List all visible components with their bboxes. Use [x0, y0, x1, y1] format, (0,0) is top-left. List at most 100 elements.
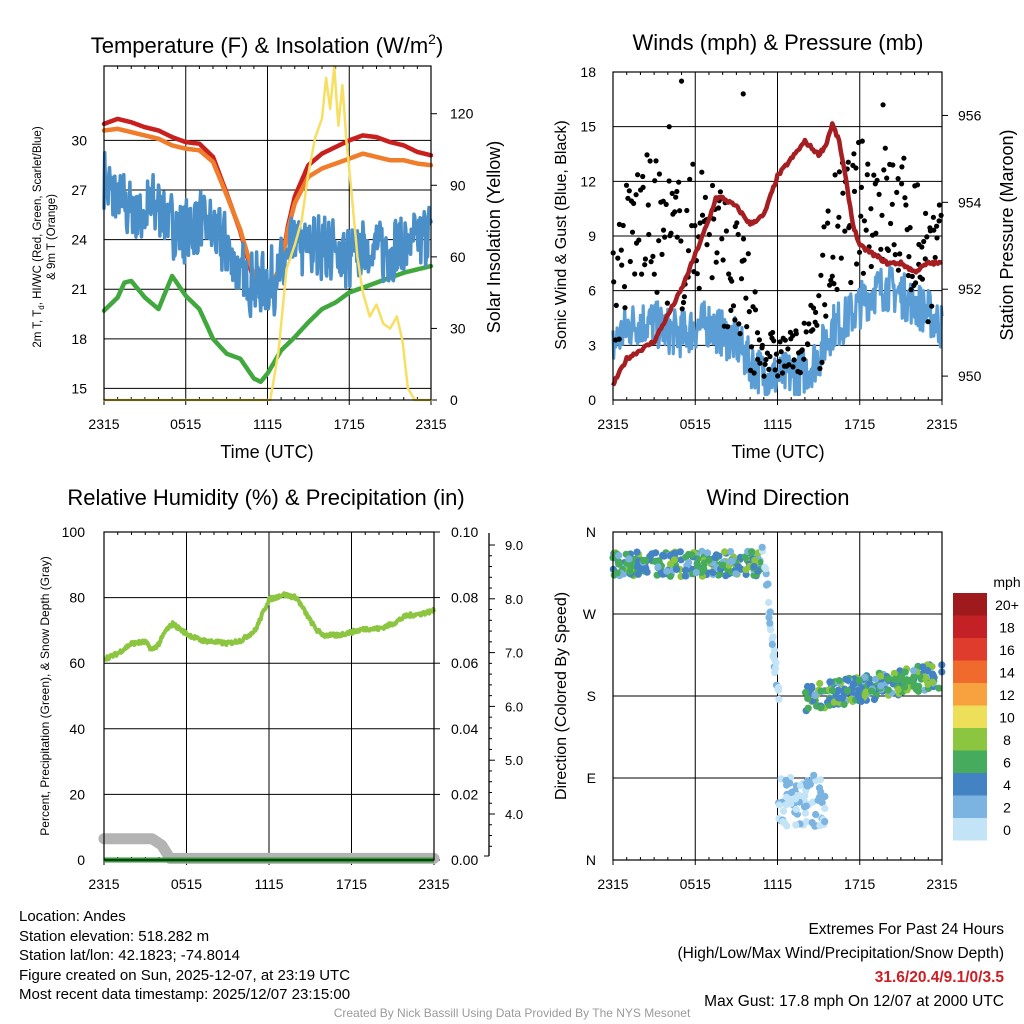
legend-label: 14 — [999, 665, 1015, 681]
direction-point — [693, 561, 702, 569]
direction-point — [857, 697, 865, 705]
winds-gust-point — [840, 190, 846, 196]
direction-point — [817, 687, 825, 695]
direction-point — [884, 675, 892, 683]
winds-gust-point — [838, 255, 844, 261]
winds-gust-point — [738, 276, 745, 282]
winds-gust-point — [832, 172, 838, 178]
winds-gust-point — [690, 161, 696, 167]
legend-swatch — [953, 728, 987, 751]
winds-title: Winds (mph) & Pressure (mb) — [633, 30, 924, 55]
winds-gust-point — [936, 218, 942, 224]
temperature-xtick-label: 2315 — [415, 416, 446, 432]
winds-gust-point — [929, 303, 935, 309]
temperature-xtick-label: 2315 — [88, 416, 119, 432]
winds-gust-point — [642, 256, 649, 262]
winds-gust-point — [725, 324, 731, 330]
winds-gust-point — [647, 158, 653, 164]
direction-ylabel-left: Direction (Colored By Speed) — [553, 592, 570, 800]
winds-gust-point — [851, 188, 858, 194]
winds-gust-point — [861, 218, 868, 224]
direction-point — [654, 563, 662, 571]
winds-gust-point — [806, 321, 812, 327]
humidity-xtick-label: 1115 — [254, 876, 283, 892]
winds-gust-point — [629, 229, 636, 235]
winds-gust-point — [925, 319, 931, 325]
legend-swatch — [953, 705, 987, 728]
winds-gust-point — [664, 300, 671, 306]
winds-gust-point — [745, 251, 751, 257]
winds-gust-point — [868, 263, 874, 270]
winds-gust-point — [699, 169, 705, 175]
direction-point — [780, 819, 789, 827]
direction-point — [769, 652, 777, 661]
temperature-title: Temperature (F) & Insolation (W/m2) — [91, 31, 444, 58]
temperature-ytick-label: 18 — [71, 331, 87, 347]
winds-gust-point — [669, 190, 675, 196]
winds-gust-point — [729, 278, 735, 284]
winds-gust-point — [702, 194, 709, 200]
winds-gust-point — [685, 248, 692, 254]
winds-gust-point — [771, 338, 777, 344]
direction-point — [801, 688, 810, 697]
winds-gust-point — [876, 191, 882, 197]
direction-point — [821, 818, 829, 826]
winds-gust-point — [672, 209, 678, 215]
legend-label: 8 — [1003, 732, 1011, 748]
direction-title: Wind Direction — [706, 485, 849, 510]
legend-swatch — [953, 795, 987, 818]
winds-gust-point — [827, 282, 833, 288]
direction-point — [843, 687, 852, 695]
direction-point — [779, 807, 788, 815]
humidity-ytick-label: 0 — [77, 852, 85, 868]
winds-gust-point — [814, 322, 820, 328]
legend-swatch — [953, 638, 987, 661]
direction-point — [870, 695, 879, 704]
direction-point — [877, 672, 885, 680]
direction-point — [642, 556, 650, 564]
direction-point — [935, 684, 943, 692]
winds-gust-point — [897, 251, 903, 257]
temperature-y2tick-label: 0 — [450, 392, 458, 408]
winds-gust-point — [818, 272, 824, 278]
winds-gust-point — [678, 78, 685, 84]
winds-gust-point — [615, 255, 621, 261]
winds-gust-point — [858, 184, 865, 190]
winds-xtick-label: 1715 — [844, 416, 875, 432]
winds-gust-point — [674, 234, 680, 240]
winds-gust-point — [740, 236, 747, 242]
winds-gust-point — [813, 309, 819, 315]
temperature-ylabel-right: Solar Insolation (Yellow) — [484, 141, 504, 333]
legend-swatch — [953, 593, 987, 616]
winds-gust-point — [676, 179, 682, 185]
direction-point — [772, 659, 780, 667]
legend-label: 18 — [999, 620, 1015, 636]
winds-gust-point — [757, 360, 763, 366]
direction-point — [615, 552, 623, 560]
winds-xlabel: Time (UTC) — [731, 442, 824, 462]
winds-gust-point — [932, 254, 938, 261]
direction-point — [663, 567, 671, 575]
direction-point — [741, 553, 749, 561]
winds-gust-point — [821, 224, 827, 230]
winds-gust-point — [907, 225, 913, 231]
legend-swatch — [953, 615, 987, 638]
winds-gust-point — [889, 201, 895, 207]
winds-gust-point — [828, 277, 834, 283]
winds-gust-point — [723, 228, 730, 234]
winds-gust-point — [684, 207, 690, 214]
winds-gust-point — [906, 254, 912, 260]
winds-gust-point — [817, 365, 823, 372]
winds-gust-point — [697, 220, 703, 226]
direction-point — [764, 580, 772, 588]
direction-point — [817, 704, 825, 712]
direction-point — [861, 673, 869, 681]
legend-label: 2 — [1003, 800, 1011, 816]
direction-point — [804, 694, 812, 703]
direction-point — [711, 553, 719, 562]
direction-point — [742, 566, 750, 574]
temperature-series-hiwc — [102, 150, 433, 319]
direction-xtick-label: 2315 — [597, 876, 628, 892]
direction-point — [666, 572, 675, 580]
direction-point — [722, 572, 730, 580]
